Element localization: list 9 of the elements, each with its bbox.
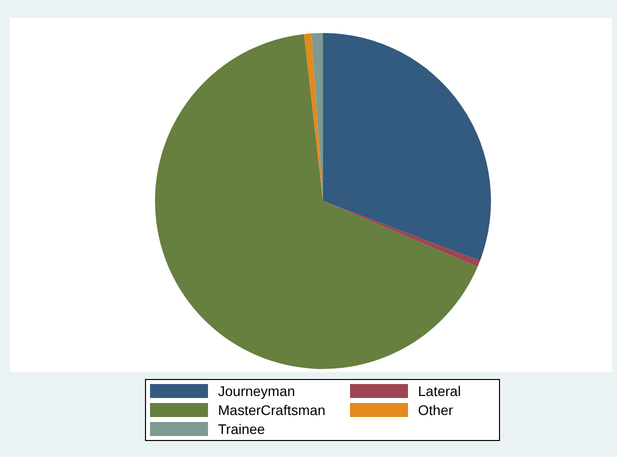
legend-label: Trainee <box>218 421 265 437</box>
pie-slice <box>323 201 480 267</box>
pie-slice <box>323 33 491 261</box>
legend-label: MasterCraftsman <box>218 402 326 418</box>
legend-label: Other <box>418 402 454 418</box>
legend-label: Journeyman <box>218 383 296 399</box>
legend-label: Lateral <box>418 383 461 399</box>
pie-slice <box>155 34 478 369</box>
pie-slice <box>304 33 323 201</box>
